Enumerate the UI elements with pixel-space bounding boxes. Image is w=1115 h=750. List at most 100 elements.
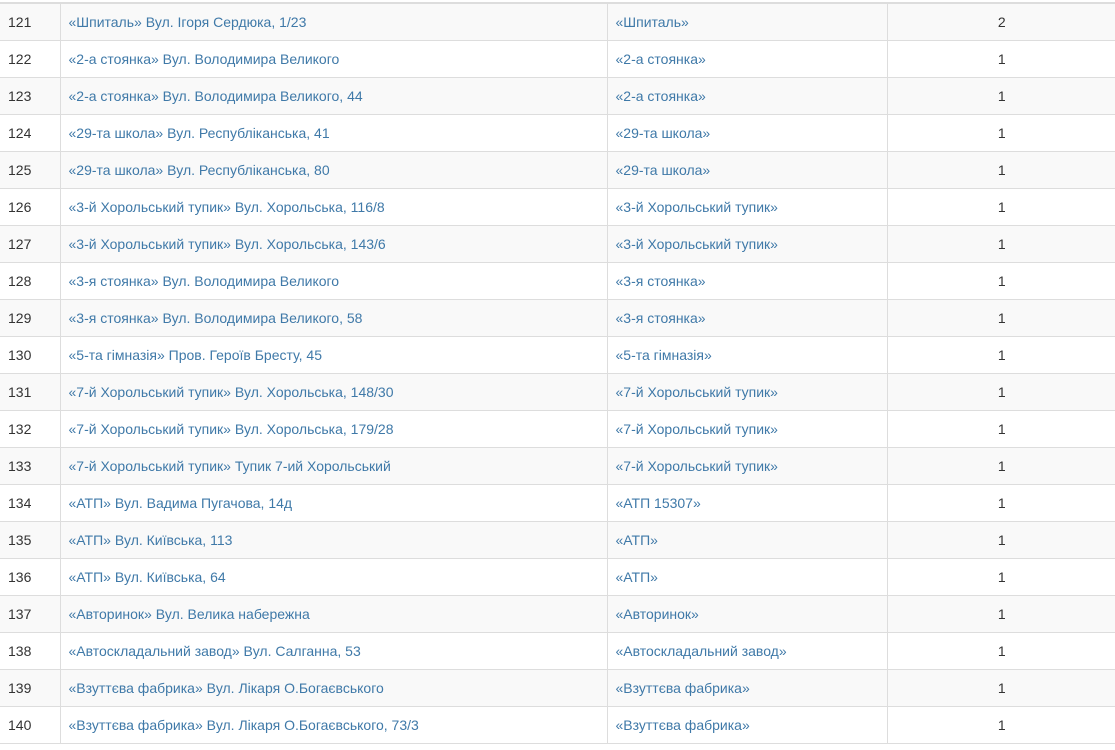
table-body: 121 «Шпиталь» Вул. Ігоря Сердюка, 1/23 «Шп… xyxy=(0,3,1115,744)
stop-link[interactable]: «3-я стоянка» xyxy=(615,273,706,289)
count-cell: 2 xyxy=(886,3,1115,41)
address-link[interactable]: «7-й Хорольський тупик» Вул. Хорольська,… xyxy=(68,384,394,400)
address-link[interactable]: «АТП» Вул. Київська, 64 xyxy=(68,569,226,585)
address-cell: «Взуттєва фабрика» Вул. Лікаря О.Богаєвс… xyxy=(59,669,607,707)
row-number: 138 xyxy=(0,632,60,670)
count-cell: 1 xyxy=(886,299,1115,337)
stop-cell: «7-й Хорольський тупик» xyxy=(606,410,887,448)
row-number: 128 xyxy=(0,262,60,300)
address-link[interactable]: «2-а стоянка» Вул. Володимира Великого, … xyxy=(68,88,363,104)
row-number: 136 xyxy=(0,558,60,596)
row-number: 129 xyxy=(0,299,60,337)
address-link[interactable]: «Взуттєва фабрика» Вул. Лікаря О.Богаєвс… xyxy=(68,680,384,696)
table-row: 132 «7-й Хорольський тупик» Вул. Хорольсь… xyxy=(0,410,1115,448)
address-cell: «Автоскладальний завод» Вул. Салганна, 5… xyxy=(59,632,607,670)
address-cell: «29-та школа» Вул. Республіканська, 41 xyxy=(59,114,607,152)
address-cell: «3-й Хорольський тупик» Вул. Хорольська,… xyxy=(59,188,607,226)
count-cell: 1 xyxy=(886,706,1115,744)
stop-link[interactable]: «АТП» xyxy=(615,569,658,585)
address-cell: «5-та гімназія» Пров. Героїв Бресту, 45 xyxy=(59,336,607,374)
address-cell: «29-та школа» Вул. Республіканська, 80 xyxy=(59,151,607,189)
stop-link[interactable]: «АТП» xyxy=(615,532,658,548)
stop-link[interactable]: «2-а стоянка» xyxy=(615,88,706,104)
count-cell: 1 xyxy=(886,632,1115,670)
table-row: 133 «7-й Хорольський тупик» Тупик 7-ий Хо… xyxy=(0,447,1115,485)
address-link[interactable]: «2-а стоянка» Вул. Володимира Великого xyxy=(68,51,340,67)
address-cell: «Взуттєва фабрика» Вул. Лікаря О.Богаєвс… xyxy=(59,706,607,744)
count-cell: 1 xyxy=(886,40,1115,78)
address-cell: «Шпиталь» Вул. Ігоря Сердюка, 1/23 xyxy=(59,3,607,41)
stop-link[interactable]: «Шпиталь» xyxy=(615,14,689,30)
row-number: 140 xyxy=(0,706,60,744)
table-row: 136 «АТП» Вул. Київська, 64 «АТП» 1 xyxy=(0,558,1115,596)
stop-link[interactable]: «3-й Хорольський тупик» xyxy=(615,236,778,252)
count-cell: 1 xyxy=(886,151,1115,189)
stop-link[interactable]: «Авторинок» xyxy=(615,606,699,622)
count-cell: 1 xyxy=(886,410,1115,448)
stop-cell: «АТП» xyxy=(606,521,887,559)
count-cell: 1 xyxy=(886,595,1115,633)
row-number: 134 xyxy=(0,484,60,522)
table-row: 138 «Автоскладальний завод» Вул. Салганна… xyxy=(0,632,1115,670)
address-link[interactable]: «Шпиталь» Вул. Ігоря Сердюка, 1/23 xyxy=(68,14,307,30)
row-number: 139 xyxy=(0,669,60,707)
stop-cell: «Шпиталь» xyxy=(606,3,887,41)
row-number: 130 xyxy=(0,336,60,374)
stop-cell: «7-й Хорольський тупик» xyxy=(606,447,887,485)
address-link[interactable]: «7-й Хорольський тупик» Вул. Хорольська,… xyxy=(68,421,394,437)
stop-link[interactable]: «5-та гімназія» xyxy=(615,347,712,363)
table-row: 125 «29-та школа» Вул. Республіканська, 8… xyxy=(0,151,1115,189)
stop-link[interactable]: «7-й Хорольський тупик» xyxy=(615,458,778,474)
stop-cell: «Взуттєва фабрика» xyxy=(606,706,887,744)
address-link[interactable]: «АТП» Вул. Вадима Пугачова, 14д xyxy=(68,495,293,511)
stop-cell: «2-а стоянка» xyxy=(606,40,887,78)
row-number: 125 xyxy=(0,151,60,189)
stop-link[interactable]: «Взуттєва фабрика» xyxy=(615,680,750,696)
table-row: 121 «Шпиталь» Вул. Ігоря Сердюка, 1/23 «Шп… xyxy=(0,3,1115,41)
address-link[interactable]: «3-я стоянка» Вул. Володимира Великого, … xyxy=(68,310,363,326)
stop-cell: «АТП 15307» xyxy=(606,484,887,522)
stop-link[interactable]: «2-а стоянка» xyxy=(615,51,706,67)
stop-cell: «Авторинок» xyxy=(606,595,887,633)
row-number: 122 xyxy=(0,40,60,78)
address-cell: «3-я стоянка» Вул. Володимира Великого, … xyxy=(59,299,607,337)
address-link[interactable]: «7-й Хорольський тупик» Тупик 7-ий Хорол… xyxy=(68,458,391,474)
address-cell: «7-й Хорольський тупик» Тупик 7-ий Хорол… xyxy=(59,447,607,485)
stop-link[interactable]: «7-й Хорольський тупик» xyxy=(615,421,778,437)
count-cell: 1 xyxy=(886,669,1115,707)
stop-link[interactable]: «29-та школа» xyxy=(615,162,711,178)
count-cell: 1 xyxy=(886,373,1115,411)
address-link[interactable]: «3-й Хорольський тупик» Вул. Хорольська,… xyxy=(68,199,385,215)
row-number: 121 xyxy=(0,3,60,41)
row-number: 135 xyxy=(0,521,60,559)
address-link[interactable]: «АТП» Вул. Київська, 113 xyxy=(68,532,233,548)
stop-cell: «Взуттєва фабрика» xyxy=(606,669,887,707)
stop-cell: «Автоскладальний завод» xyxy=(606,632,887,670)
stop-link[interactable]: «3-й Хорольський тупик» xyxy=(615,199,778,215)
stop-link[interactable]: «3-я стоянка» xyxy=(615,310,706,326)
stop-link[interactable]: «7-й Хорольський тупик» xyxy=(615,384,778,400)
stop-link[interactable]: «Взуттєва фабрика» xyxy=(615,717,750,733)
stop-cell: «2-а стоянка» xyxy=(606,77,887,115)
address-cell: «2-а стоянка» Вул. Володимира Великого xyxy=(59,40,607,78)
address-link[interactable]: «29-та школа» Вул. Республіканська, 80 xyxy=(68,162,330,178)
address-link[interactable]: «Автоскладальний завод» Вул. Салганна, 5… xyxy=(68,643,361,659)
count-cell: 1 xyxy=(886,225,1115,263)
row-number: 137 xyxy=(0,595,60,633)
stop-link[interactable]: «29-та школа» xyxy=(615,125,711,141)
address-link[interactable]: «Взуттєва фабрика» Вул. Лікаря О.Богаєвс… xyxy=(68,717,419,733)
address-link[interactable]: «29-та школа» Вул. Республіканська, 41 xyxy=(68,125,330,141)
stop-link[interactable]: «Автоскладальний завод» xyxy=(615,643,787,659)
table-row: 131 «7-й Хорольський тупик» Вул. Хорольсь… xyxy=(0,373,1115,411)
stop-link[interactable]: «АТП 15307» xyxy=(615,495,701,511)
address-link[interactable]: «Авторинок» Вул. Велика набережна xyxy=(68,606,310,622)
table-row: 137 «Авторинок» Вул. Велика набережна «Авт… xyxy=(0,595,1115,633)
table-row: 127 «3-й Хорольський тупик» Вул. Хорольсь… xyxy=(0,225,1115,263)
address-link[interactable]: «5-та гімназія» Пров. Героїв Бресту, 45 xyxy=(68,347,323,363)
stop-cell: «3-й Хорольський тупик» xyxy=(606,188,887,226)
table-row: 139 «Взуттєва фабрика» Вул. Лікаря О.Бога… xyxy=(0,669,1115,707)
table-row: 124 «29-та школа» Вул. Республіканська, 4… xyxy=(0,114,1115,152)
address-link[interactable]: «3-я стоянка» Вул. Володимира Великого xyxy=(68,273,340,289)
address-link[interactable]: «3-й Хорольський тупик» Вул. Хорольська,… xyxy=(68,236,386,252)
address-cell: «7-й Хорольський тупик» Вул. Хорольська,… xyxy=(59,373,607,411)
